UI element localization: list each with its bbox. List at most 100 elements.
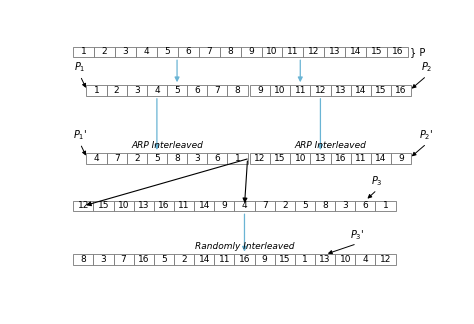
Bar [391,85,411,96]
Bar [207,153,228,164]
Text: 8: 8 [322,202,328,211]
Text: 2: 2 [282,202,288,211]
Text: 5: 5 [161,255,167,264]
Bar [94,47,115,57]
Text: 3: 3 [194,154,200,163]
Text: 15: 15 [279,255,291,264]
Text: P$_1$': P$_1$' [73,128,87,142]
Bar [283,47,303,57]
Text: 13: 13 [138,202,149,211]
Bar [330,85,351,96]
Bar [235,254,255,265]
Bar [250,85,270,96]
Text: 3: 3 [342,202,348,211]
Text: 13: 13 [329,48,340,56]
Bar [228,85,247,96]
Bar [345,47,366,57]
Text: 12: 12 [315,86,326,95]
Bar [187,153,207,164]
Bar [73,47,94,57]
Text: 10: 10 [339,255,351,264]
Bar [147,153,167,164]
Text: 4: 4 [94,154,99,163]
Bar [73,201,93,211]
Text: 6: 6 [185,48,191,56]
Bar [255,254,275,265]
Text: 6: 6 [214,154,220,163]
Bar [127,85,147,96]
Bar [375,254,396,265]
Text: 13: 13 [319,255,331,264]
Bar [93,201,113,211]
Bar [262,47,283,57]
Bar [241,47,262,57]
Text: 9: 9 [248,48,254,56]
Text: 1: 1 [235,154,240,163]
Text: 4: 4 [363,255,368,264]
Bar [255,201,275,211]
Text: 4: 4 [242,202,247,211]
Text: 13: 13 [315,154,326,163]
Text: 12: 12 [308,48,319,56]
Text: 5: 5 [174,86,180,95]
Text: 11: 11 [287,48,299,56]
Bar [127,153,147,164]
Bar [270,85,290,96]
Text: 1: 1 [93,86,100,95]
Text: P$_3$': P$_3$' [350,228,364,242]
Text: 16: 16 [239,255,250,264]
Text: 9: 9 [262,255,267,264]
Text: 9: 9 [257,86,263,95]
Text: 15: 15 [274,154,286,163]
Text: 15: 15 [98,202,109,211]
Bar [73,254,93,265]
Text: 7: 7 [121,255,127,264]
Bar [310,153,330,164]
Bar [113,254,134,265]
Text: 2: 2 [181,255,187,264]
Bar [324,47,345,57]
Text: 14: 14 [199,202,210,211]
Bar [335,254,356,265]
Text: P$_2$: P$_2$ [421,61,432,74]
Bar [113,201,134,211]
Text: 14: 14 [350,48,361,56]
Text: 11: 11 [294,86,306,95]
Bar [219,47,241,57]
Text: 6: 6 [194,86,200,95]
Bar [275,254,295,265]
Bar [167,153,187,164]
Text: 16: 16 [392,48,403,56]
Bar [194,201,214,211]
Bar [134,201,154,211]
Bar [356,201,375,211]
Text: 4: 4 [154,86,160,95]
Text: 5: 5 [302,202,308,211]
Bar [174,254,194,265]
Bar [356,254,375,265]
Text: 14: 14 [199,255,210,264]
Bar [235,201,255,211]
Bar [351,153,371,164]
Bar [86,153,107,164]
Text: 3: 3 [123,48,128,56]
Bar [270,153,290,164]
Text: 1: 1 [302,255,308,264]
Text: 14: 14 [375,154,387,163]
Text: 3: 3 [100,255,106,264]
Bar [330,153,351,164]
Text: 12: 12 [380,255,391,264]
Bar [290,85,310,96]
Bar [134,254,154,265]
Text: 11: 11 [219,255,230,264]
Bar [315,254,335,265]
Bar [174,201,194,211]
Text: 9: 9 [398,154,404,163]
Bar [154,201,174,211]
Text: 2: 2 [102,48,108,56]
Bar [290,153,310,164]
Bar [391,153,411,164]
Bar [154,254,174,265]
Text: 7: 7 [114,154,119,163]
Bar [187,85,207,96]
